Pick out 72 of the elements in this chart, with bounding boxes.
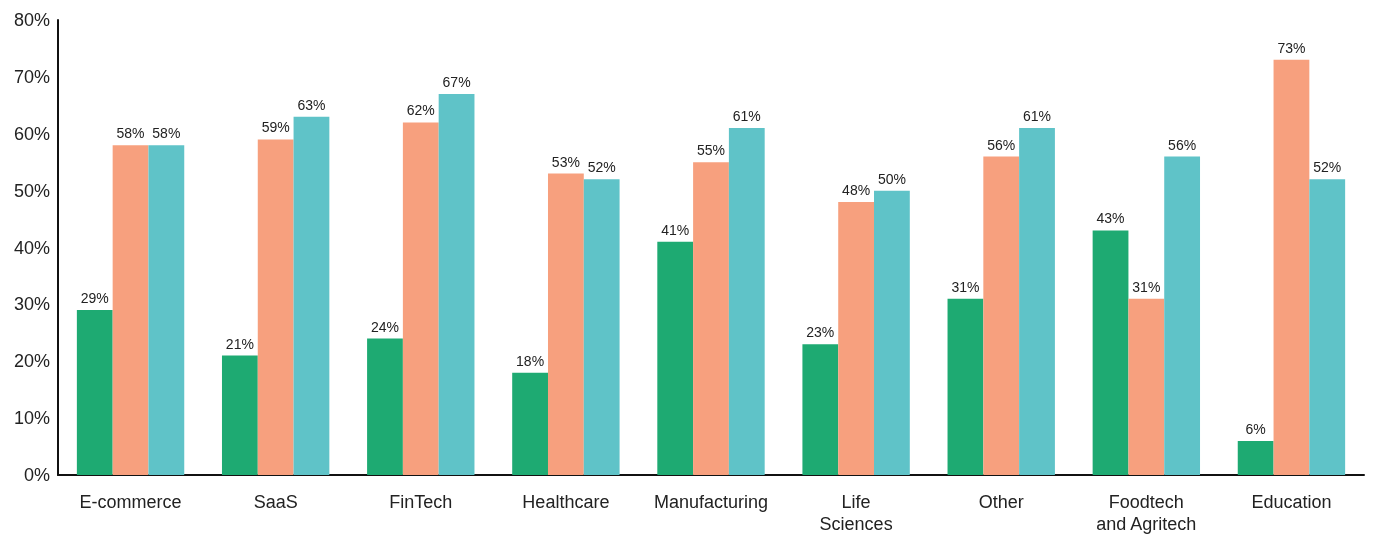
bar	[367, 338, 403, 475]
bar	[438, 93, 475, 475]
bar	[148, 145, 185, 475]
data-label: 31%	[951, 278, 980, 295]
data-label: 61%	[732, 108, 761, 125]
y-tick-label: 80%	[13, 10, 50, 30]
bar	[657, 241, 694, 475]
data-label: 43%	[1096, 210, 1125, 227]
bar	[293, 116, 330, 475]
data-label: 62%	[406, 102, 435, 119]
y-tick-label: 40%	[13, 237, 50, 258]
bar	[1273, 59, 1310, 475]
data-label: 56%	[987, 136, 1016, 153]
bar	[838, 202, 875, 475]
y-tick-label: 70%	[13, 66, 50, 87]
bar	[1164, 156, 1201, 475]
bar	[1309, 179, 1346, 475]
data-label: 18%	[516, 352, 545, 369]
bar	[728, 128, 765, 475]
data-label: 23%	[806, 324, 835, 341]
bar	[76, 310, 113, 475]
x-tick-label: Education	[1251, 492, 1332, 512]
bar	[693, 162, 729, 475]
bar	[112, 145, 149, 475]
bar	[1019, 128, 1055, 475]
y-tick-label: 0%	[23, 465, 50, 485]
y-tick-label: 20%	[13, 351, 50, 372]
x-tick-label: Life Sciences	[819, 492, 893, 534]
x-tick-label: Other	[978, 492, 1024, 512]
data-label: 53%	[551, 153, 580, 170]
data-label: 52%	[587, 159, 616, 176]
y-tick-label: 10%	[13, 408, 50, 429]
bar	[512, 372, 548, 475]
bar	[983, 156, 1020, 475]
data-label: 31%	[1132, 278, 1161, 295]
data-label: 67%	[442, 73, 471, 90]
data-label: 73%	[1277, 39, 1306, 56]
bar	[947, 298, 984, 475]
bar	[257, 139, 294, 475]
data-label: 50%	[877, 170, 906, 187]
data-label: 61%	[1023, 108, 1052, 125]
bar	[1128, 298, 1165, 475]
data-label: 24%	[370, 318, 399, 335]
data-label: 52%	[1313, 159, 1342, 176]
bar	[547, 173, 584, 475]
data-label: 55%	[696, 142, 726, 159]
data-label: 58%	[152, 125, 181, 142]
bar	[874, 190, 910, 475]
x-tick-label: SaaS	[253, 492, 298, 512]
bar	[1092, 230, 1129, 475]
x-tick-label: E-commerce	[79, 492, 182, 512]
data-label: 21%	[225, 335, 254, 352]
data-label: 41%	[661, 221, 690, 238]
data-label: 29%	[80, 290, 109, 307]
data-label: 58%	[116, 125, 145, 142]
bar	[402, 122, 439, 475]
x-tick-label: Foodtech and Agritech	[1096, 492, 1197, 534]
y-tick-label: 50%	[13, 180, 50, 201]
data-label: 56%	[1168, 136, 1197, 153]
y-tick-label: 60%	[13, 123, 50, 144]
x-tick-label: Healthcare	[522, 492, 610, 512]
x-tick-label: Manufacturing	[653, 492, 769, 512]
bar	[221, 355, 258, 475]
bar	[583, 179, 620, 475]
data-label: 48%	[842, 182, 871, 198]
data-label: 59%	[261, 119, 290, 136]
y-tick-label: 30%	[13, 294, 50, 315]
x-tick-label: FinTech	[389, 492, 453, 512]
data-label: 6%	[1245, 420, 1266, 437]
data-label: 63%	[297, 96, 326, 113]
bar	[802, 344, 839, 475]
bar	[1237, 440, 1274, 475]
